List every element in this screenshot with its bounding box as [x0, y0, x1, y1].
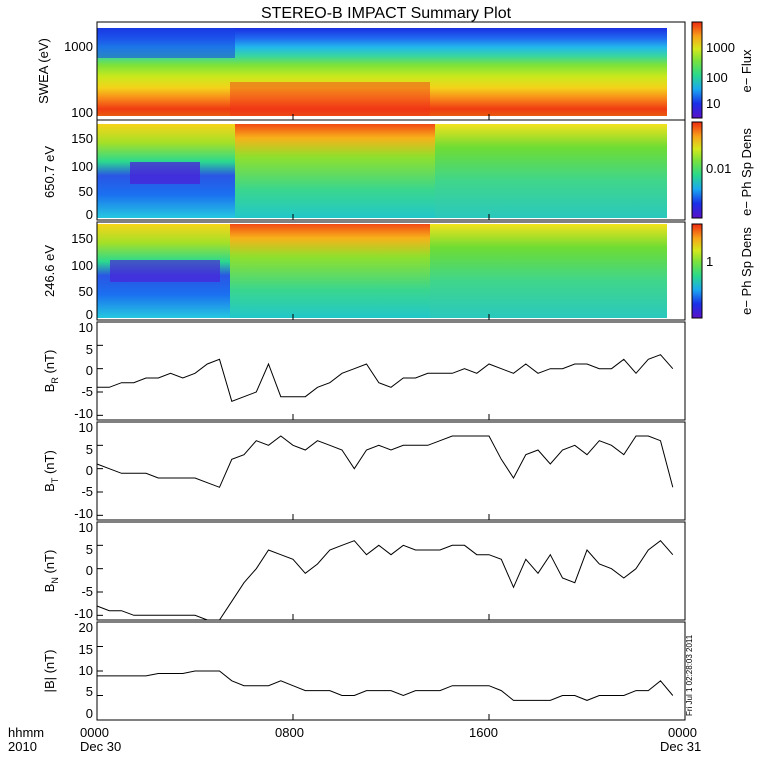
- swea-ylabel: SWEA (eV): [36, 38, 51, 104]
- pad650-frame: [96, 119, 686, 221]
- bn-ytick-minus10: -10: [74, 606, 93, 621]
- time-axis-year-label: 2010: [8, 739, 37, 754]
- bn-frame: [96, 521, 686, 621]
- panel-bn: 10 5 0 -5 -10 BN (nT): [42, 520, 686, 621]
- plot-stamp: Fri Jul 1 02:28:03 2011: [685, 634, 694, 716]
- br-ytick-minus5: -5: [81, 384, 93, 399]
- bn-ytick-10: 10: [79, 520, 93, 535]
- br-ytick-10: 10: [79, 320, 93, 335]
- pad650-cbar-0.01: 0.01: [706, 161, 731, 176]
- bt-ytick-5: 5: [86, 442, 93, 457]
- time-axis: hhmm 2010 0000 0800 1600 0000 Dec 30 Dec…: [8, 725, 701, 754]
- pad650-ytick-50: 50: [79, 184, 93, 199]
- bmag-ytick-20: 20: [79, 620, 93, 635]
- plot-title: STEREO-B IMPACT Summary Plot: [261, 5, 512, 22]
- pad246-ytick-100: 100: [71, 258, 93, 273]
- bmag-ytick-15: 15: [79, 642, 93, 657]
- swea-lowflux-region: [97, 28, 235, 58]
- br-ytick-0: 0: [86, 363, 93, 378]
- pad246-ytick-150: 150: [71, 231, 93, 246]
- time-tick-0000: 0000: [80, 725, 109, 740]
- swea-colorbar: [691, 21, 703, 119]
- bn-ytick-minus5: -5: [81, 584, 93, 599]
- bmag-ytick-5: 5: [86, 684, 93, 699]
- time-date-start: Dec 30: [80, 739, 121, 754]
- bmag-ytick-10: 10: [79, 663, 93, 678]
- pad246-frame: [96, 221, 686, 321]
- bn-ylabel: BN (nT): [42, 550, 60, 593]
- pad650-ytick-0: 0: [86, 207, 93, 222]
- bt-frame: [96, 421, 686, 521]
- pad650-region-mid: [235, 124, 435, 218]
- br-frame: [96, 321, 686, 421]
- pad246-ytick-0: 0: [86, 307, 93, 322]
- swea-ytick-100: 100: [71, 105, 93, 120]
- pad650-ylabel: 650.7 eV: [42, 146, 57, 198]
- pad246-cbar-1: 1: [706, 254, 713, 269]
- time-tick-0000-end: 0000: [668, 725, 697, 740]
- bn-series-line: [96, 540, 674, 621]
- pad246-ytick-50: 50: [79, 284, 93, 299]
- panel-pad650: 150 100 50 0 650.7 eV 0.01 e− Ph Sp Dens: [42, 119, 754, 222]
- pad246-depletion-patch: [110, 260, 220, 282]
- time-axis-row-label: hhmm: [8, 725, 44, 740]
- bmag-ylabel: |B| (nT): [42, 650, 57, 693]
- br-series-line: [97, 354, 674, 402]
- panel-bt: 10 5 0 -5 -10 BT (nT): [42, 420, 686, 521]
- pad650-region-late: [435, 124, 667, 218]
- bmag-ytick-0: 0: [86, 706, 93, 721]
- br-ytick-5: 5: [86, 342, 93, 357]
- time-date-end: Dec 31: [660, 739, 701, 754]
- pad246-cbar-label: e− Ph Sp Dens: [739, 227, 754, 315]
- panel-pad246: 150 100 50 0 246.6 eV 1 e− Ph Sp Dens: [42, 221, 754, 322]
- panel-swea: 1000 100 SWEA (eV) 1000 100 10 e− Flux: [36, 21, 754, 121]
- bt-series-line: [96, 435, 674, 488]
- bn-ytick-0: 0: [86, 563, 93, 578]
- bt-ytick-0: 0: [86, 463, 93, 478]
- swea-highflux-region: [230, 82, 430, 116]
- bmag-series-line: [97, 670, 674, 701]
- pad650-depletion-patch: [130, 162, 200, 184]
- pad246-ylabel: 246.6 eV: [42, 245, 57, 297]
- bn-ytick-5: 5: [86, 542, 93, 557]
- bt-ylabel: BT (nT): [42, 450, 60, 492]
- bt-ytick-minus10: -10: [74, 506, 93, 521]
- swea-cbar-10: 10: [706, 96, 720, 111]
- pad650-ytick-150: 150: [71, 131, 93, 146]
- swea-cbar-1000: 1000: [706, 40, 735, 55]
- panel-bmag: 20 15 10 5 0 |B| (nT) Fri Jul 1 02:28:03…: [42, 620, 694, 721]
- pad246-region-mid: [230, 224, 430, 318]
- br-ytick-minus10: -10: [74, 406, 93, 421]
- panel-br: 10 5 0 -5 -10 BR (nT): [42, 320, 686, 421]
- pad650-cbar-label: e− Ph Sp Dens: [739, 128, 754, 216]
- swea-ytick-1000: 1000: [64, 39, 93, 54]
- br-ylabel: BR (nT): [42, 350, 60, 393]
- bmag-frame: [96, 621, 686, 721]
- pad650-ytick-100: 100: [71, 159, 93, 174]
- pad246-region-late: [430, 224, 667, 318]
- pad650-colorbar: [691, 121, 703, 219]
- swea-cbar-label: e− Flux: [739, 49, 754, 92]
- pad246-colorbar: [691, 223, 703, 319]
- swea-cbar-100: 100: [706, 70, 728, 85]
- bt-ytick-minus5: -5: [81, 484, 93, 499]
- time-tick-1600: 1600: [469, 725, 498, 740]
- bt-ytick-10: 10: [79, 420, 93, 435]
- time-tick-0800: 0800: [275, 725, 304, 740]
